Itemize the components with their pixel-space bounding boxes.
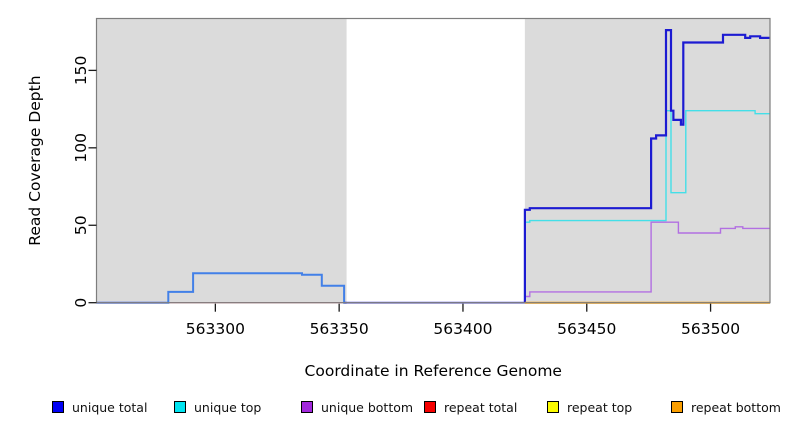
legend-item-repeat-total: repeat total (424, 399, 517, 415)
legend-label: unique bottom (321, 399, 414, 415)
legend-item-repeat-top: repeat top (547, 399, 632, 415)
series-unique-total-right (523, 29, 770, 303)
legend-label: unique top (194, 399, 262, 415)
y-tick-label: 150 (72, 56, 90, 86)
y-axis-title: Read Coverage Depth (26, 75, 44, 245)
legend-swatch-icon (52, 401, 64, 413)
legend-item-unique-total: unique total (52, 399, 147, 415)
covered-region-right (524, 18, 770, 303)
y-tick-label: 50 (72, 215, 90, 235)
plot-frame (95, 17, 771, 304)
legend-swatch-icon (671, 401, 683, 413)
legend-item-repeat-bottom: repeat bottom (671, 399, 781, 415)
series-unique-bottom-right (524, 221, 770, 303)
legend-label: unique total (72, 399, 148, 415)
legend-swatch-icon (174, 401, 186, 413)
x-tick-label: 563350 (310, 320, 369, 338)
y-tick-label: 100 (72, 133, 90, 163)
y-tick-label: 0 (72, 298, 90, 308)
legend-label: repeat bottom (691, 399, 781, 415)
legend-item-unique-top: unique top (174, 399, 261, 415)
legend: unique total unique top unique bottom repea… (0, 399, 792, 417)
legend-label: repeat total (444, 399, 518, 415)
x-tick-label: 563450 (557, 320, 616, 338)
x-tick-label: 563300 (186, 320, 245, 338)
series-unique-total-left (96, 272, 347, 304)
legend-label: repeat top (567, 399, 633, 415)
x-axis-title: Coordinate in Reference Genome (305, 362, 562, 380)
legend-swatch-icon (301, 401, 313, 413)
covered-region-left (96, 18, 347, 303)
legend-swatch-icon (547, 401, 559, 413)
x-tick-label: 563400 (433, 320, 492, 338)
x-tick-label: 563500 (681, 320, 740, 338)
legend-swatch-icon (424, 401, 436, 413)
legend-item-unique-bottom: unique bottom (301, 399, 413, 415)
